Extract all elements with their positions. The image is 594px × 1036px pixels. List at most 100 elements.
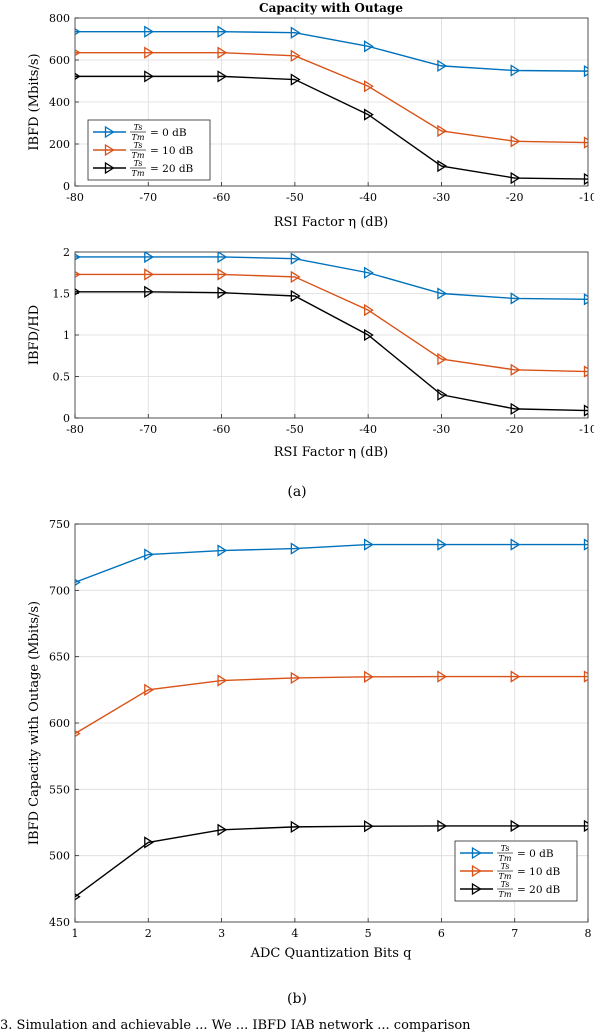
chart-adc-quantization: 1 2 3 4 5 6 7 8 450 500 550 600 650 700 750 ADC Quant… bbox=[27, 518, 592, 961]
y-tick-label: 400 bbox=[49, 96, 70, 109]
marker-blue bbox=[437, 287, 448, 300]
x-tick-label: -50 bbox=[286, 423, 304, 436]
legend-fraction-denominator: Tm bbox=[499, 872, 512, 881]
plot-frame bbox=[74, 17, 589, 187]
marker-black bbox=[290, 73, 301, 86]
marker-blue bbox=[217, 544, 228, 557]
marker-orange bbox=[290, 671, 301, 685]
marker-orange bbox=[363, 303, 374, 317]
marker-black bbox=[75, 288, 81, 296]
marker-black bbox=[144, 836, 155, 849]
marker-blue bbox=[144, 25, 155, 38]
y-tick-label: 800 bbox=[49, 12, 70, 25]
series-group bbox=[75, 25, 588, 186]
x-tick-label: -70 bbox=[139, 191, 157, 204]
y-tick-label: 600 bbox=[49, 717, 70, 730]
marker-orange bbox=[363, 670, 374, 684]
marker-blue bbox=[144, 548, 155, 561]
marker-blue bbox=[75, 253, 81, 261]
y-tick-label: 0 bbox=[63, 180, 70, 193]
y-tick-label: 650 bbox=[49, 651, 70, 664]
y-tick-labels: 0 0.5 1 1.5 2 bbox=[53, 246, 71, 425]
marker-blue bbox=[437, 538, 448, 551]
series-line-black bbox=[75, 291, 588, 412]
series-line-blue bbox=[75, 256, 588, 301]
legend-fraction-numerator: Ts bbox=[134, 159, 143, 168]
x-tick-label: 4 bbox=[291, 927, 298, 940]
marker-black bbox=[290, 820, 301, 834]
marker-blue bbox=[217, 252, 228, 264]
x-tick-labels: 1 2 3 4 5 6 7 8 bbox=[72, 927, 592, 940]
marker-black bbox=[510, 819, 521, 833]
marker-blue bbox=[510, 292, 521, 305]
legend-fraction-denominator: Tm bbox=[499, 890, 512, 899]
x-tick-label: -80 bbox=[66, 191, 84, 204]
y-axis-label: IBFD Capacity with Outage (Mbits/s) bbox=[27, 601, 42, 845]
y-tick-label: 550 bbox=[49, 783, 70, 796]
marker-black bbox=[510, 171, 521, 185]
x-tick-label: -60 bbox=[213, 191, 231, 204]
marker-blue bbox=[75, 28, 81, 36]
x-tick-label: -30 bbox=[433, 423, 451, 436]
marker-blue bbox=[290, 542, 301, 555]
marker-blue bbox=[290, 26, 301, 39]
x-tick-label: 1 bbox=[72, 927, 79, 940]
y-tick-label: 700 bbox=[49, 584, 70, 597]
marker-orange bbox=[437, 670, 448, 683]
marker-black bbox=[75, 893, 81, 901]
marker-black bbox=[437, 388, 448, 401]
marker-orange bbox=[75, 270, 81, 278]
x-tick-label: -30 bbox=[433, 191, 451, 204]
caption-body-text: 3. Simulation and achievable ... We ... … bbox=[0, 1018, 471, 1033]
y-tick-label: 750 bbox=[49, 518, 70, 531]
x-tick-label: -40 bbox=[359, 423, 377, 436]
legend-label: = 10 dB bbox=[150, 145, 194, 157]
marker-orange bbox=[363, 80, 374, 93]
marker-black bbox=[363, 108, 374, 121]
x-tick-label: -40 bbox=[359, 191, 377, 204]
legend-label: = 0 dB bbox=[150, 127, 187, 139]
x-tick-label: -10 bbox=[579, 423, 594, 436]
legend-fraction-denominator: Tm bbox=[132, 133, 145, 142]
x-tick-label: -60 bbox=[213, 423, 231, 436]
legend-label: = 20 dB bbox=[517, 884, 561, 896]
marker-blue bbox=[583, 293, 588, 306]
marker-black bbox=[363, 328, 374, 342]
series-line-orange bbox=[75, 273, 588, 373]
x-tick-label: 7 bbox=[511, 927, 518, 940]
marker-orange bbox=[510, 670, 521, 683]
y-axis-label: IBFD (Mbits/s) bbox=[27, 53, 42, 150]
marker-black bbox=[217, 286, 228, 299]
y-axis-label: IBFD/HD bbox=[27, 305, 42, 365]
grid bbox=[74, 251, 589, 419]
x-tick-label: -80 bbox=[66, 423, 84, 436]
legend-marker bbox=[104, 161, 115, 175]
marker-orange bbox=[583, 670, 588, 683]
marker-orange bbox=[583, 136, 588, 149]
series-group bbox=[75, 252, 588, 417]
marker-orange bbox=[144, 46, 155, 59]
legend-fraction-numerator: Ts bbox=[501, 844, 510, 853]
marker-orange bbox=[217, 46, 228, 59]
marker-orange bbox=[217, 674, 228, 687]
legend-marker bbox=[104, 125, 115, 139]
x-tick-label: -20 bbox=[506, 191, 524, 204]
y-tick-label: 1 bbox=[63, 329, 70, 342]
marker-blue bbox=[363, 266, 374, 279]
y-tick-label: 2 bbox=[63, 246, 70, 259]
marker-black bbox=[437, 159, 448, 173]
legend-marker bbox=[104, 143, 115, 157]
marker-black bbox=[217, 823, 228, 836]
series-group bbox=[75, 538, 588, 901]
x-tick-labels: -80 -70 -60 -50 -40 -30 -20 -10 bbox=[66, 423, 594, 436]
legend-label: = 20 dB bbox=[150, 163, 194, 175]
marker-blue bbox=[290, 252, 301, 265]
marker-black bbox=[583, 819, 588, 833]
legend-marker bbox=[471, 846, 482, 860]
marker-blue bbox=[217, 25, 228, 38]
marker-blue bbox=[437, 59, 448, 73]
marker-blue bbox=[144, 252, 155, 264]
x-tick-label: 5 bbox=[365, 927, 372, 940]
marker-orange bbox=[510, 135, 521, 148]
chart-ibfd-hd-ratio: -80 -70 -60 -50 -40 -30 -20 -10 0 0.5 1 1.5 2 RSI F… bbox=[27, 246, 594, 460]
